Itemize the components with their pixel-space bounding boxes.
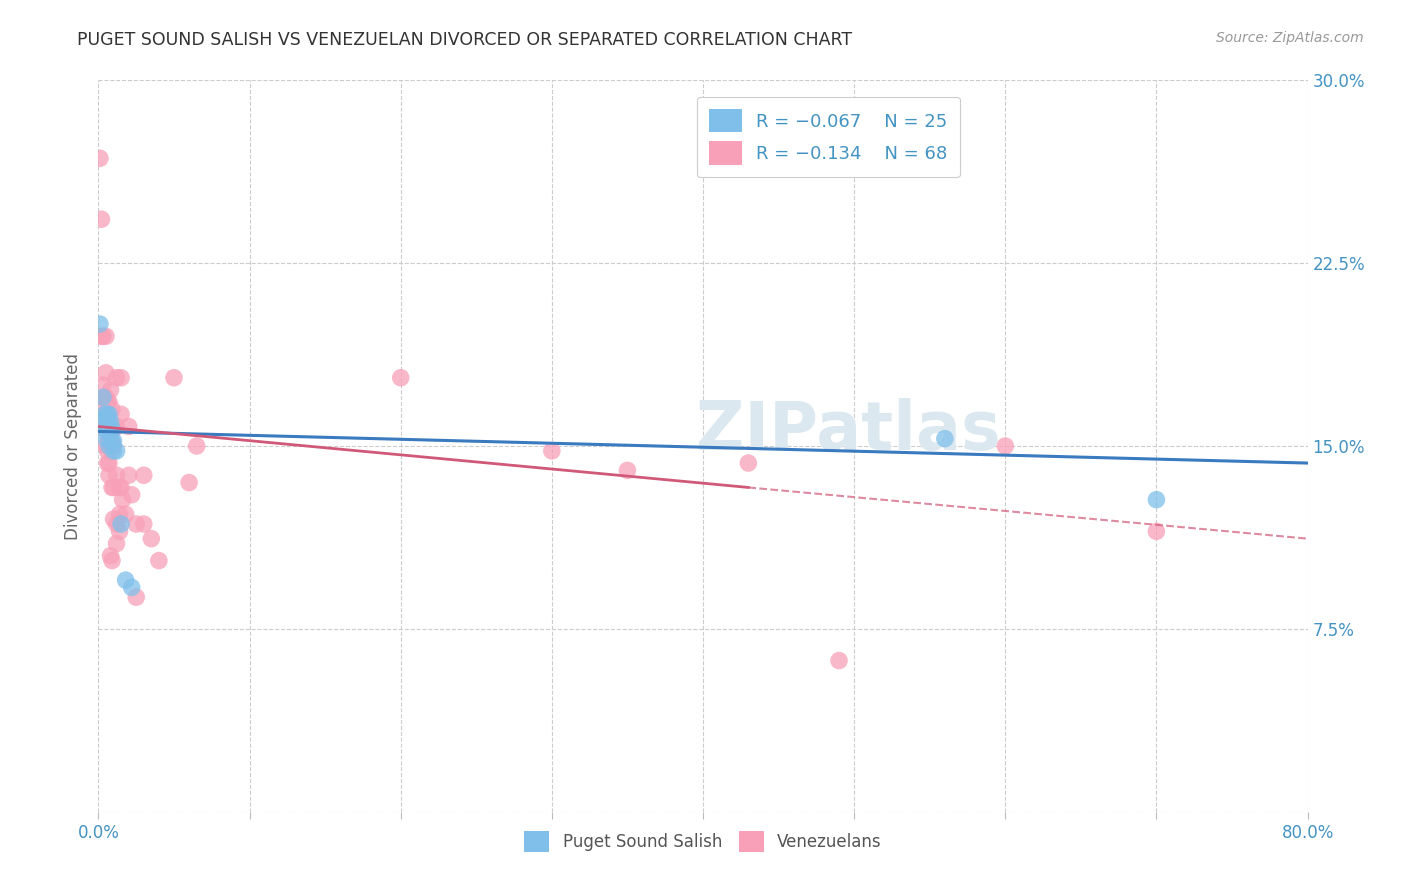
Point — [101, 434, 124, 449]
Text: Source: ZipAtlas.com: Source: ZipAtlas.com — [1216, 31, 1364, 45]
Point — [105, 370, 128, 384]
Point — [105, 536, 128, 550]
Point — [90, 212, 112, 227]
Point — [90, 329, 112, 343]
Point — [108, 480, 131, 494]
Point — [141, 532, 163, 546]
Point — [94, 390, 117, 404]
Point — [98, 395, 121, 409]
Point — [100, 426, 122, 441]
Point — [1144, 524, 1167, 539]
Point — [96, 407, 118, 421]
Point — [103, 439, 125, 453]
Point — [98, 419, 121, 434]
Y-axis label: Divorced or Separated: Divorced or Separated — [65, 352, 83, 540]
Point — [828, 654, 851, 668]
Point — [103, 422, 125, 436]
Point — [98, 439, 121, 453]
Point — [114, 508, 136, 522]
Point — [96, 456, 118, 470]
Point — [118, 419, 141, 434]
Point — [96, 407, 118, 421]
Point — [121, 488, 143, 502]
Point — [132, 516, 155, 531]
Point — [121, 581, 143, 595]
Point — [94, 439, 117, 453]
Point — [93, 419, 115, 434]
Point — [94, 432, 117, 446]
Point — [98, 468, 121, 483]
Point — [108, 508, 131, 522]
Point — [186, 439, 208, 453]
Point — [96, 395, 118, 409]
Point — [98, 434, 121, 449]
Point — [94, 366, 117, 380]
Point — [110, 370, 132, 384]
Point — [101, 422, 124, 436]
Point — [105, 443, 128, 458]
Point — [98, 419, 121, 434]
Point — [101, 480, 124, 494]
Point — [125, 590, 148, 604]
Point — [91, 390, 114, 404]
Point — [118, 468, 141, 483]
Point — [125, 516, 148, 531]
Point — [103, 443, 125, 458]
Point — [101, 422, 124, 436]
Point — [89, 151, 111, 165]
Point — [91, 329, 114, 343]
Text: ZIPatlas: ZIPatlas — [696, 399, 1001, 465]
Point — [132, 468, 155, 483]
Point — [110, 480, 132, 494]
Point — [389, 370, 412, 384]
Point — [91, 378, 114, 392]
Point — [148, 553, 170, 567]
Point — [94, 409, 117, 424]
Point — [103, 480, 125, 494]
Point — [94, 422, 117, 436]
Point — [737, 456, 759, 470]
Point — [94, 329, 117, 343]
Point — [103, 434, 125, 449]
Point — [163, 370, 186, 384]
Point — [114, 573, 136, 587]
Point — [101, 439, 124, 453]
Point — [105, 419, 128, 434]
Point — [89, 317, 111, 331]
Point — [994, 439, 1017, 453]
Point — [100, 383, 122, 397]
Point — [105, 516, 128, 531]
Point — [110, 516, 132, 531]
Text: PUGET SOUND SALISH VS VENEZUELAN DIVORCED OR SEPARATED CORRELATION CHART: PUGET SOUND SALISH VS VENEZUELAN DIVORCE… — [77, 31, 852, 49]
Point — [103, 512, 125, 526]
Point — [98, 426, 121, 441]
Point — [105, 468, 128, 483]
Point — [98, 407, 121, 421]
Point — [934, 432, 956, 446]
Point — [98, 456, 121, 470]
Point — [1144, 492, 1167, 507]
Point — [179, 475, 201, 490]
Point — [94, 419, 117, 434]
Point — [94, 407, 117, 421]
Point — [101, 553, 124, 567]
Point — [111, 492, 134, 507]
Point — [540, 443, 562, 458]
Point — [100, 415, 122, 429]
Point — [93, 402, 115, 417]
Legend: Puget Sound Salish, Venezuelans: Puget Sound Salish, Venezuelans — [517, 824, 889, 858]
Point — [100, 439, 122, 453]
Point — [108, 524, 131, 539]
Point — [101, 402, 124, 417]
Point — [93, 407, 115, 421]
Point — [100, 549, 122, 563]
Point — [93, 390, 115, 404]
Point — [96, 419, 118, 434]
Point — [96, 443, 118, 458]
Point — [100, 419, 122, 434]
Point — [110, 407, 132, 421]
Point — [96, 426, 118, 441]
Point — [616, 463, 638, 477]
